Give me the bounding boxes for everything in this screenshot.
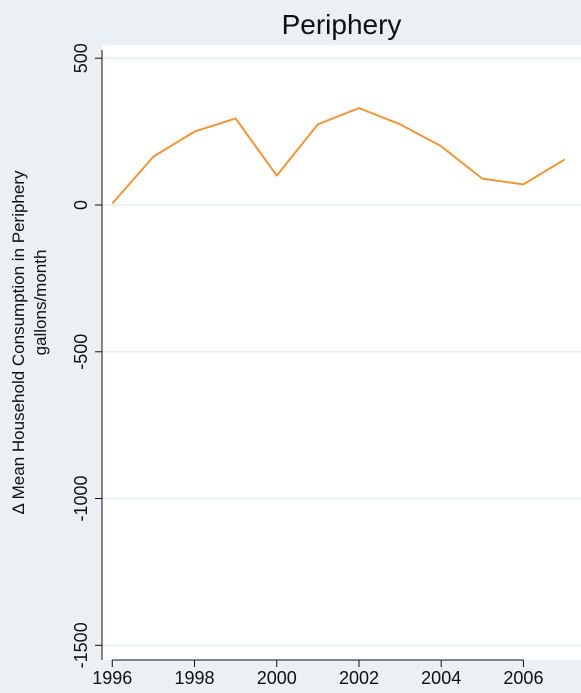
series-line <box>111 107 566 205</box>
y-axis-unit: gallons/month <box>31 250 50 356</box>
y-tick-label: -1500 <box>71 622 91 668</box>
x-tick-label: 2000 <box>257 668 297 688</box>
y-tick-label: -1000 <box>71 476 91 522</box>
y-axis-title: Δ Mean Household Consumption in Peripher… <box>9 170 28 514</box>
x-tick-label: 2004 <box>421 668 461 688</box>
chart-title: Periphery <box>282 9 402 40</box>
x-tick-label: 1996 <box>92 668 132 688</box>
x-tick-label: 1998 <box>174 668 214 688</box>
gridlines <box>102 57 581 647</box>
x-tick-label: 2002 <box>339 668 379 688</box>
y-tick-label: 0 <box>71 200 91 210</box>
y-tick-label: -500 <box>71 334 91 370</box>
x-tick-label: 2006 <box>503 668 543 688</box>
series-layer <box>111 107 566 205</box>
y-tick-label: 500 <box>71 43 91 73</box>
